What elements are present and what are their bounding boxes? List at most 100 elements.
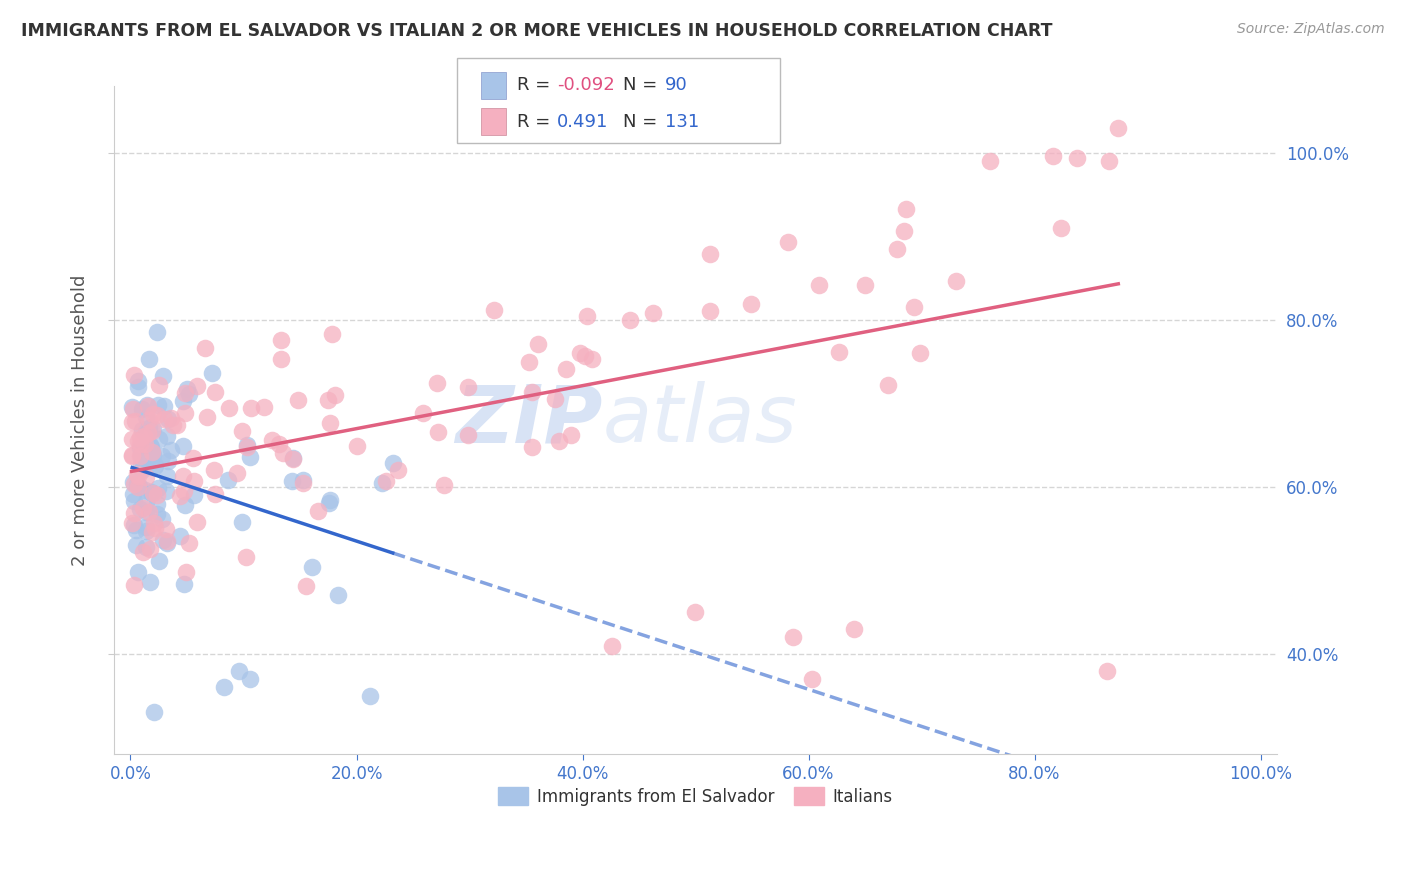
Point	[183, 488, 205, 502]
Point	[581, 351, 603, 366]
Point	[125, 477, 148, 491]
Point	[457, 380, 479, 394]
Point	[138, 399, 160, 413]
Point	[146, 482, 169, 496]
Point	[179, 387, 201, 401]
Point	[1049, 221, 1071, 235]
Point	[240, 401, 263, 416]
Point	[132, 455, 155, 469]
Point	[260, 433, 283, 447]
Point	[808, 278, 831, 293]
Point	[129, 447, 152, 461]
Point	[131, 463, 153, 477]
Point	[1107, 121, 1129, 136]
Text: 131: 131	[665, 112, 699, 130]
Point	[135, 524, 157, 538]
Point	[517, 355, 540, 369]
Text: 0.491: 0.491	[557, 112, 609, 130]
Point	[204, 384, 226, 399]
Point	[172, 468, 194, 483]
Point	[142, 486, 165, 500]
Point	[124, 414, 146, 428]
Point	[162, 417, 184, 432]
Point	[319, 416, 342, 430]
Point	[776, 235, 799, 249]
Point	[122, 578, 145, 592]
Point	[371, 475, 394, 490]
Point	[122, 368, 145, 382]
Point	[291, 476, 314, 491]
Point	[782, 631, 804, 645]
Point	[146, 497, 169, 511]
Point	[214, 681, 236, 695]
Point	[381, 456, 404, 470]
Text: IMMIGRANTS FROM EL SALVADOR VS ITALIAN 2 OR MORE VEHICLES IN HOUSEHOLD CORRELATI: IMMIGRANTS FROM EL SALVADOR VS ITALIAN 2…	[21, 22, 1053, 40]
Point	[153, 411, 176, 425]
Point	[555, 361, 578, 376]
Point	[253, 400, 276, 414]
Point	[139, 575, 162, 590]
Point	[122, 506, 145, 520]
Point	[160, 411, 183, 425]
Point	[281, 474, 304, 488]
Point	[121, 432, 143, 446]
Point	[127, 469, 149, 483]
Point	[155, 522, 177, 536]
Point	[155, 484, 177, 499]
Point	[979, 154, 1001, 169]
Point	[267, 437, 290, 451]
Point	[239, 672, 262, 686]
Point	[129, 442, 152, 456]
Point	[146, 326, 169, 340]
Point	[172, 394, 194, 409]
Text: atlas: atlas	[602, 381, 797, 459]
Point	[135, 455, 157, 469]
Point	[426, 376, 449, 390]
Point	[195, 409, 218, 424]
Point	[228, 664, 250, 678]
Point	[127, 374, 149, 388]
Point	[270, 351, 292, 366]
Point	[426, 425, 449, 439]
Point	[560, 427, 582, 442]
Point	[316, 392, 339, 407]
Point	[156, 454, 179, 468]
Point	[135, 425, 157, 439]
Y-axis label: 2 or more Vehicles in Household: 2 or more Vehicles in Household	[72, 275, 89, 566]
Point	[457, 428, 479, 442]
Point	[217, 473, 239, 487]
Point	[853, 278, 876, 293]
Point	[186, 515, 208, 529]
Point	[156, 536, 179, 550]
Point	[641, 306, 664, 320]
Text: R =: R =	[517, 76, 557, 95]
Text: N =: N =	[623, 112, 662, 130]
Point	[174, 498, 197, 512]
Point	[600, 639, 623, 653]
Point	[218, 401, 240, 416]
Point	[522, 440, 544, 454]
Point	[128, 430, 150, 444]
Point	[143, 521, 166, 535]
Point	[131, 402, 153, 417]
Point	[128, 479, 150, 493]
Text: -0.092: -0.092	[557, 76, 614, 95]
Point	[141, 486, 163, 500]
Point	[326, 588, 349, 602]
Point	[142, 706, 165, 720]
Point	[134, 483, 156, 497]
Point	[319, 493, 342, 508]
Point	[156, 429, 179, 443]
Point	[150, 511, 173, 525]
Point	[176, 565, 198, 579]
Point	[173, 484, 195, 499]
Point	[346, 439, 368, 453]
Point	[134, 437, 156, 451]
Point	[281, 451, 304, 466]
Point	[683, 605, 706, 619]
Point	[1095, 664, 1118, 678]
Point	[202, 463, 225, 477]
Point	[318, 496, 340, 510]
Point	[619, 313, 641, 327]
Point	[156, 468, 179, 483]
